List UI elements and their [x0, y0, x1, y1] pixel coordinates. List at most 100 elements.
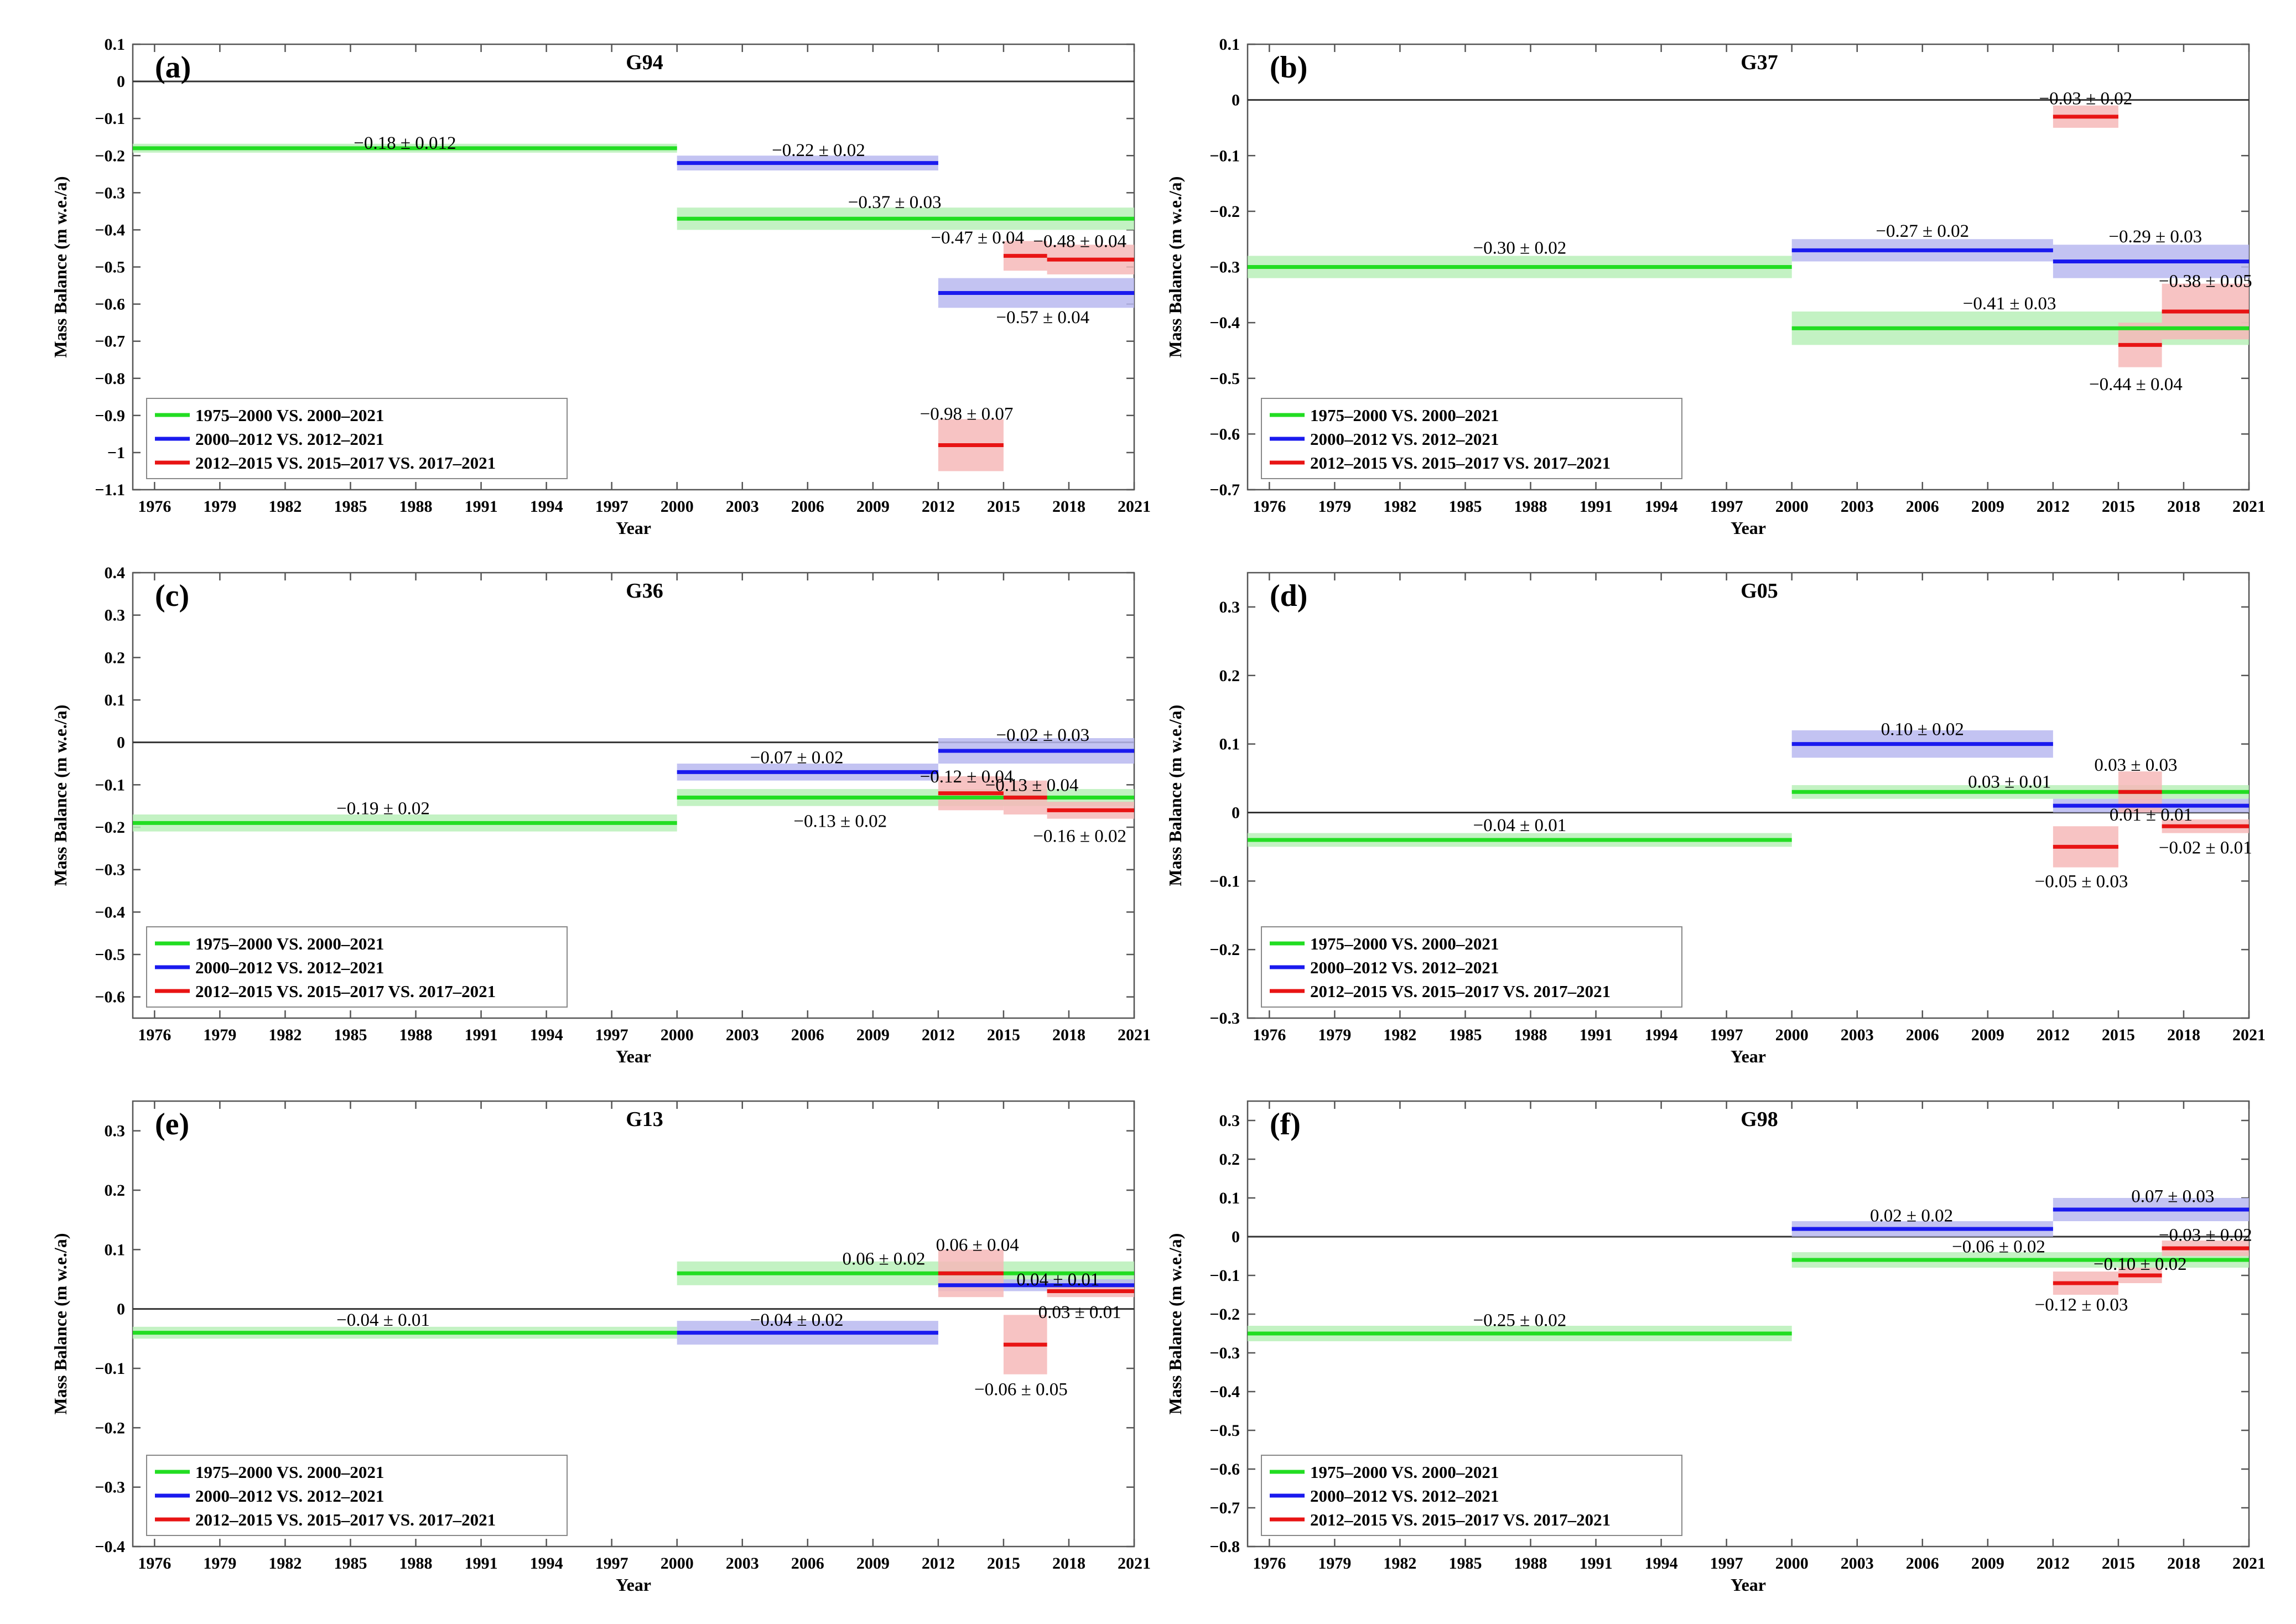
y-axis-title: Mass Balance (m w.e./a): [1165, 177, 1185, 358]
x-axis-title: Year: [616, 1575, 651, 1595]
panel-title: G05: [1741, 579, 1778, 603]
x-tick-label: 1976: [1253, 1554, 1286, 1573]
x-tick-label: 1979: [1318, 497, 1351, 516]
x-tick-label: 1997: [1710, 1554, 1743, 1573]
value-annotation: −0.05 ± 0.03: [2035, 871, 2128, 891]
y-tick-label: −0.4: [1209, 1383, 1240, 1401]
x-tick-label: 2012: [922, 1554, 955, 1573]
x-tick-label: 1979: [203, 497, 236, 516]
x-tick-label: 1976: [138, 1554, 171, 1573]
value-annotation: 0.10 ± 0.02: [1881, 719, 1964, 739]
x-tick-label: 2009: [1971, 1554, 2004, 1573]
x-axis-title: Year: [1731, 1046, 1766, 1066]
panel-c: 1976 1979 1982 1985 1988 1991 1994 1997 2000 2003…: [50, 564, 1151, 1066]
y-tick-label: −0.4: [95, 1538, 125, 1556]
x-tick-label: 2021: [2232, 497, 2266, 516]
y-tick-label: −0.4: [95, 221, 125, 239]
x-tick-label: 2015: [2102, 1026, 2135, 1044]
y-axis-title: Mass Balance (m w.e./a): [50, 705, 70, 886]
legend-entry: 1975–2000 VS. 2000–2021: [1310, 934, 1499, 953]
x-tick-label: 2006: [791, 497, 824, 516]
x-tick-label: 1994: [530, 1026, 563, 1044]
x-tick-label: 2015: [987, 1026, 1020, 1044]
value-annotation: −0.27 ± 0.02: [1876, 221, 1969, 241]
x-tick-label: 1994: [530, 1554, 563, 1573]
y-tick-label: −0.8: [95, 370, 125, 388]
legend-entry: 1975–2000 VS. 2000–2021: [1310, 406, 1499, 425]
x-tick-label: 1985: [334, 1026, 367, 1044]
x-tick-label: 2012: [2037, 497, 2070, 516]
x-tick-label: 1988: [1514, 1554, 1547, 1573]
x-tick-label: 1994: [530, 497, 563, 516]
x-tick-label: 2015: [987, 1554, 1020, 1573]
x-axis-title: Year: [1731, 518, 1766, 538]
x-tick-label: 1976: [138, 1026, 171, 1044]
x-tick-label: 2018: [2167, 497, 2200, 516]
x-tick-label: 2018: [1052, 1554, 1085, 1573]
x-tick-label: 1982: [268, 497, 302, 516]
legend-entry: 2000–2012 VS. 2012–2021: [1310, 1486, 1499, 1506]
x-tick-label: 1982: [268, 1554, 302, 1573]
x-tick-label: 2003: [1841, 497, 1874, 516]
legend: 1975–2000 VS. 2000–2021 2000–2012 VS. 201…: [146, 926, 568, 1008]
y-tick-label: −0.4: [95, 903, 125, 921]
x-tick-label: 2021: [1118, 1026, 1151, 1044]
x-tick-label: 2021: [1118, 1554, 1151, 1573]
legend-entry: 2012–2015 VS. 2015–2017 VS. 2017–2021: [195, 1510, 496, 1529]
y-tick-label: −0.3: [1209, 1009, 1240, 1028]
y-tick-label: 0.1: [1219, 35, 1240, 54]
y-tick-label: −0.9: [95, 407, 125, 425]
value-annotation: −0.03 ± 0.02: [2039, 89, 2133, 109]
y-tick-label: 0.2: [1219, 1150, 1240, 1169]
value-annotation: −0.29 ± 0.03: [2108, 227, 2202, 247]
x-tick-label: 1991: [465, 497, 498, 516]
value-annotation: 0.07 ± 0.03: [2131, 1187, 2214, 1207]
x-tick-label: 2009: [1971, 1026, 2004, 1044]
y-tick-label: −0.1: [95, 776, 125, 794]
y-tick-label: −0.6: [1209, 1460, 1240, 1478]
value-annotation: 0.04 ± 0.01: [1016, 1270, 1099, 1290]
y-tick-label: 0.1: [105, 691, 126, 709]
x-tick-label: 2012: [922, 1026, 955, 1044]
panel-letter: (b): [1270, 50, 1307, 85]
x-tick-label: 1976: [1253, 497, 1286, 516]
y-tick-label: −0.3: [1209, 1344, 1240, 1362]
legend-entry: 2000–2012 VS. 2012–2021: [1310, 429, 1499, 449]
legend: 1975–2000 VS. 2000–2021 2000–2012 VS. 201…: [1261, 398, 1682, 479]
x-tick-label: 2021: [2232, 1026, 2266, 1044]
y-tick-label: 0.3: [1219, 598, 1240, 616]
legend-box: [146, 398, 568, 479]
x-tick-label: 2000: [1775, 1554, 1809, 1573]
x-tick-label: 2000: [661, 497, 694, 516]
legend-entry: 2000–2012 VS. 2012–2021: [195, 1486, 384, 1506]
y-tick-label: −0.5: [1209, 370, 1240, 388]
x-tick-label: 2006: [791, 1026, 824, 1044]
x-tick-label: 1985: [334, 497, 367, 516]
y-axis-title: Mass Balance (m w.e./a): [1165, 705, 1185, 886]
x-tick-label: 2021: [2232, 1554, 2266, 1573]
legend: 1975–2000 VS. 2000–2021 2000–2012 VS. 201…: [146, 1455, 568, 1536]
x-tick-label: 2006: [1906, 1026, 1939, 1044]
y-tick-label: −0.7: [95, 333, 125, 351]
legend-box: [146, 926, 568, 1008]
x-tick-label: 2012: [922, 497, 955, 516]
x-tick-label: 1976: [1253, 1026, 1286, 1044]
legend-entry: 2012–2015 VS. 2015–2017 VS. 2017–2021: [1310, 1510, 1611, 1529]
x-tick-label: 2009: [1971, 497, 2004, 516]
y-tick-label: 0: [1232, 91, 1240, 110]
x-axis-title: Year: [616, 1046, 651, 1066]
y-tick-label: 0: [1232, 803, 1240, 822]
legend: 1975–2000 VS. 2000–2021 2000–2012 VS. 201…: [1261, 926, 1682, 1008]
legend-entry: 1975–2000 VS. 2000–2021: [195, 1462, 384, 1482]
x-tick-label: 1994: [1645, 497, 1678, 516]
x-tick-label: 1982: [268, 1026, 302, 1044]
x-tick-label: 2000: [661, 1554, 694, 1573]
x-tick-label: 2015: [2102, 497, 2135, 516]
y-tick-label: −0.6: [95, 295, 125, 314]
x-tick-label: 2000: [1775, 497, 1809, 516]
legend-box: [1261, 926, 1682, 1008]
value-annotation: 0.01 ± 0.01: [2110, 805, 2193, 825]
y-tick-label: 0.2: [105, 1181, 126, 1200]
value-annotation: −0.22 ± 0.02: [772, 141, 865, 160]
